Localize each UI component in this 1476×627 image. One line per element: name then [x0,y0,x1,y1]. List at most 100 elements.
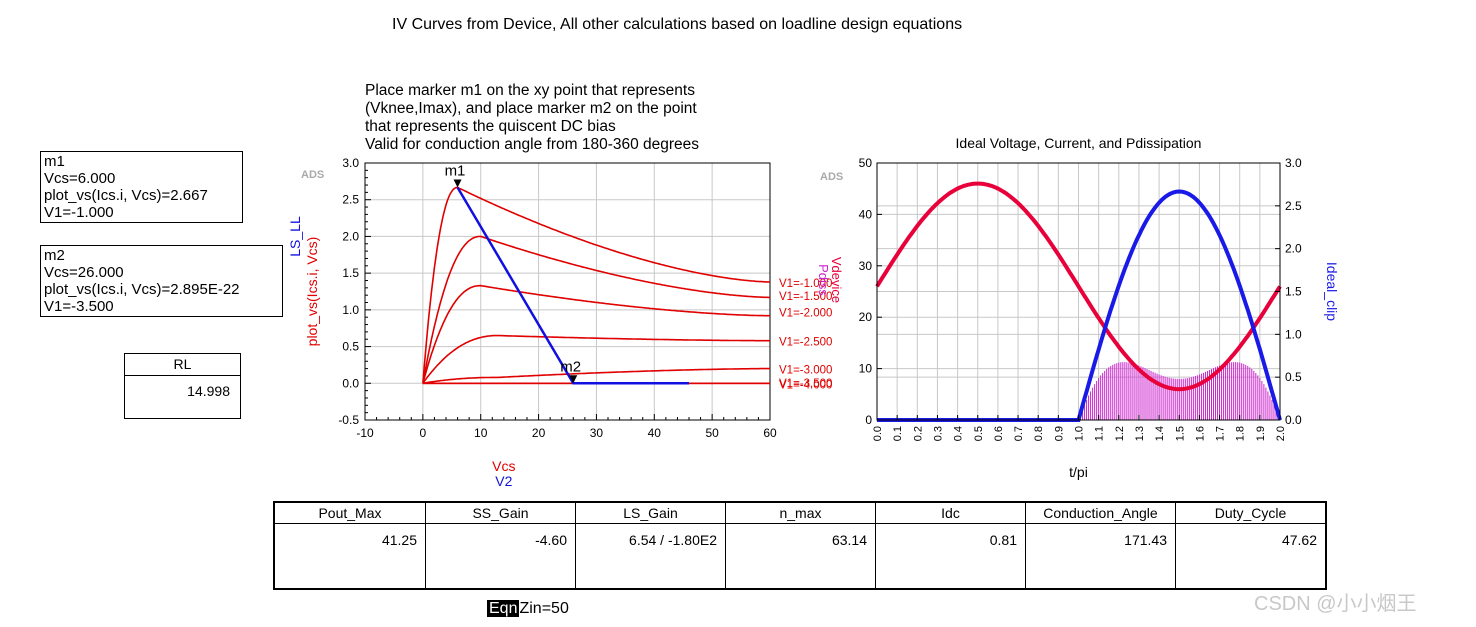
summary-header-cell: SS_Gain [425,501,576,524]
marker-triangle [569,375,578,384]
plot-frame [364,162,771,421]
marker-label: m2 [560,358,581,375]
y2-tick-label: 2.0 [1285,242,1302,256]
marker-m2-readout[interactable]: m2 Vcs=26.000 plot_vs(Ics.i, Vcs)=2.895E… [40,245,283,317]
y-tick-label: -0.5 [338,413,359,427]
loadline [456,186,689,385]
y2-tick-label: 3.0 [1285,156,1302,170]
page-title: IV Curves from Device, All other calcula… [392,16,963,33]
summary-header-cell: Pout_Max [273,501,426,524]
series-label: V1=-2.500 [779,337,832,349]
x-tick-label: 10 [474,426,488,440]
x-tick-label: 1.5 [1174,426,1186,441]
chart-title: Ideal Voltage, Current, and Pdissipation [956,135,1202,151]
marker-line: V1=-3.500 [44,298,114,315]
x-tick-label: 0.7 [1013,426,1025,441]
x-tick-label: 0.5 [973,426,985,441]
x-tick-label: 0.0 [872,426,884,441]
series-label: V1=-1.000 [779,278,832,290]
instruction-line: that represents the quiscent DC bias [365,118,616,135]
summary-value-cell: -4.60 [425,523,576,590]
y-tick-label: 0 [865,413,872,427]
x-tick-label: 0.4 [953,426,965,441]
y-tick-label: 50 [859,156,873,170]
x-tick-label: 0.8 [1033,426,1045,441]
iv-curve [422,367,770,385]
y2-tick-label: 1.5 [1285,285,1302,299]
marker-label: m1 [445,162,466,179]
x-tick-label: 2.0 [1275,426,1287,441]
x-tick-label: 0 [420,426,427,440]
y-axis-label-2: LS_LL [287,216,303,257]
instructions: Place marker m1 on the xy point that rep… [365,82,699,154]
y-tick-label: 2.0 [342,229,359,243]
x-tick-label: 1.7 [1215,426,1227,441]
iv-curves-chart[interactable]: -10 0 10 20 30 40 50 60 -0.5 0.0 0.5 1.0 1.5 2.0 2.5 3.… [285,150,865,495]
marker-triangle [453,179,462,188]
x-tick-label: 0.1 [892,426,904,441]
instruction-line: Valid for conduction angle from 180-360 … [365,136,700,153]
marker-line: m2 [44,247,65,264]
x-tick-label: 0.9 [1053,426,1065,441]
marker-line: plot_vs(Ics.i, Vcs)=2.895E-22 [44,281,240,298]
y-tick-label: 2.5 [342,193,359,207]
instruction-line: (Vknee,Imax), and place marker m2 on the… [365,100,697,117]
x-tick-label: 30 [590,426,604,440]
summary-header-cell: n_max [725,501,876,524]
iv-curve [422,284,770,384]
y-tick-label: 3.0 [342,156,359,170]
rl-header: RL [125,354,240,376]
ads-tag: ADS [301,169,324,181]
equation-block[interactable]: Eqn Zin=50 [487,600,569,618]
eqn-text: Zin=50 [519,600,569,617]
y2-tick-label: 0.5 [1285,370,1302,384]
iv-curve [422,235,770,384]
marker-line: m1 [44,153,65,170]
x-tick-label: 60 [763,426,777,440]
summary-value-row: 41.25 -4.60 6.54 / -1.80E2 63.14 0.81 17… [273,523,1327,590]
watermark: CSDN @小小烟王 [1254,593,1417,615]
ads-tag: ADS [820,171,843,183]
marker-m1-readout[interactable]: m1 Vcs=6.000 plot_vs(Ics.i, Vcs)=2.667 V… [40,151,243,223]
summary-value-cell: 6.54 / -1.80E2 [575,523,726,590]
x-axis-label-2: V2 [495,473,512,489]
x-tick-label: 1.8 [1235,426,1247,441]
y-tick-label: 10 [859,362,873,376]
summary-value-cell: 47.62 [1175,523,1327,590]
x-tick-label: 1.4 [1154,426,1166,441]
marker-line: plot_vs(Ics.i, Vcs)=2.667 [44,187,208,204]
y-tick-label: 1.0 [342,303,359,317]
series-label: V1=-3.500 [779,378,832,390]
x-tick-label: 1.1 [1094,426,1106,441]
summary-header-cell: LS_Gain [575,501,726,524]
y2-tick-label: 0.0 [1285,413,1302,427]
x-tick-label: 1.9 [1255,426,1267,441]
x-tick-label: 1.2 [1114,426,1126,441]
x-tick-label: 40 [648,426,662,440]
marker-line: V1=-1.000 [44,204,114,221]
series-label: V1=-3.000 [779,365,832,377]
y-tick-label: 0.0 [342,376,359,390]
summary-header-cell: Duty_Cycle [1175,501,1327,524]
marker-line: Vcs=26.000 [44,264,124,281]
y-axis-label: plot_vs(Ics.i, Vcs) [304,237,320,347]
y-tick-label: 0.5 [342,340,359,354]
x-axis-label: Vcs [492,458,515,474]
y-tick-label: 40 [859,207,873,221]
x-axis-label: t/pi [1069,464,1088,480]
ideal-waveforms-chart[interactable]: Ideal Voltage, Current, and Pdissipation… [815,130,1355,490]
y-tick-label: 20 [859,310,873,324]
y-axis-label: Vdevice [829,257,844,303]
summary-header-row: Pout_Max SS_Gain LS_Gain n_max Idc Condu… [273,501,1327,524]
series-label: V1=-2.000 [779,307,832,319]
summary-value-cell: 171.43 [1025,523,1176,590]
instruction-line: Place marker m1 on the xy point that rep… [365,82,695,99]
y-tick-label: 1.5 [342,266,359,280]
summary-header-cell: Conduction_Angle [1025,501,1176,524]
summary-value-cell: 0.81 [875,523,1026,590]
x-tick-label: 0.3 [932,426,944,441]
y2-axis-label: Ideal_clip [1324,262,1340,321]
x-tick-label: 50 [705,426,719,440]
series-label: V1=-4.000 [779,379,832,391]
summary-header-cell: Idc [875,501,1026,524]
